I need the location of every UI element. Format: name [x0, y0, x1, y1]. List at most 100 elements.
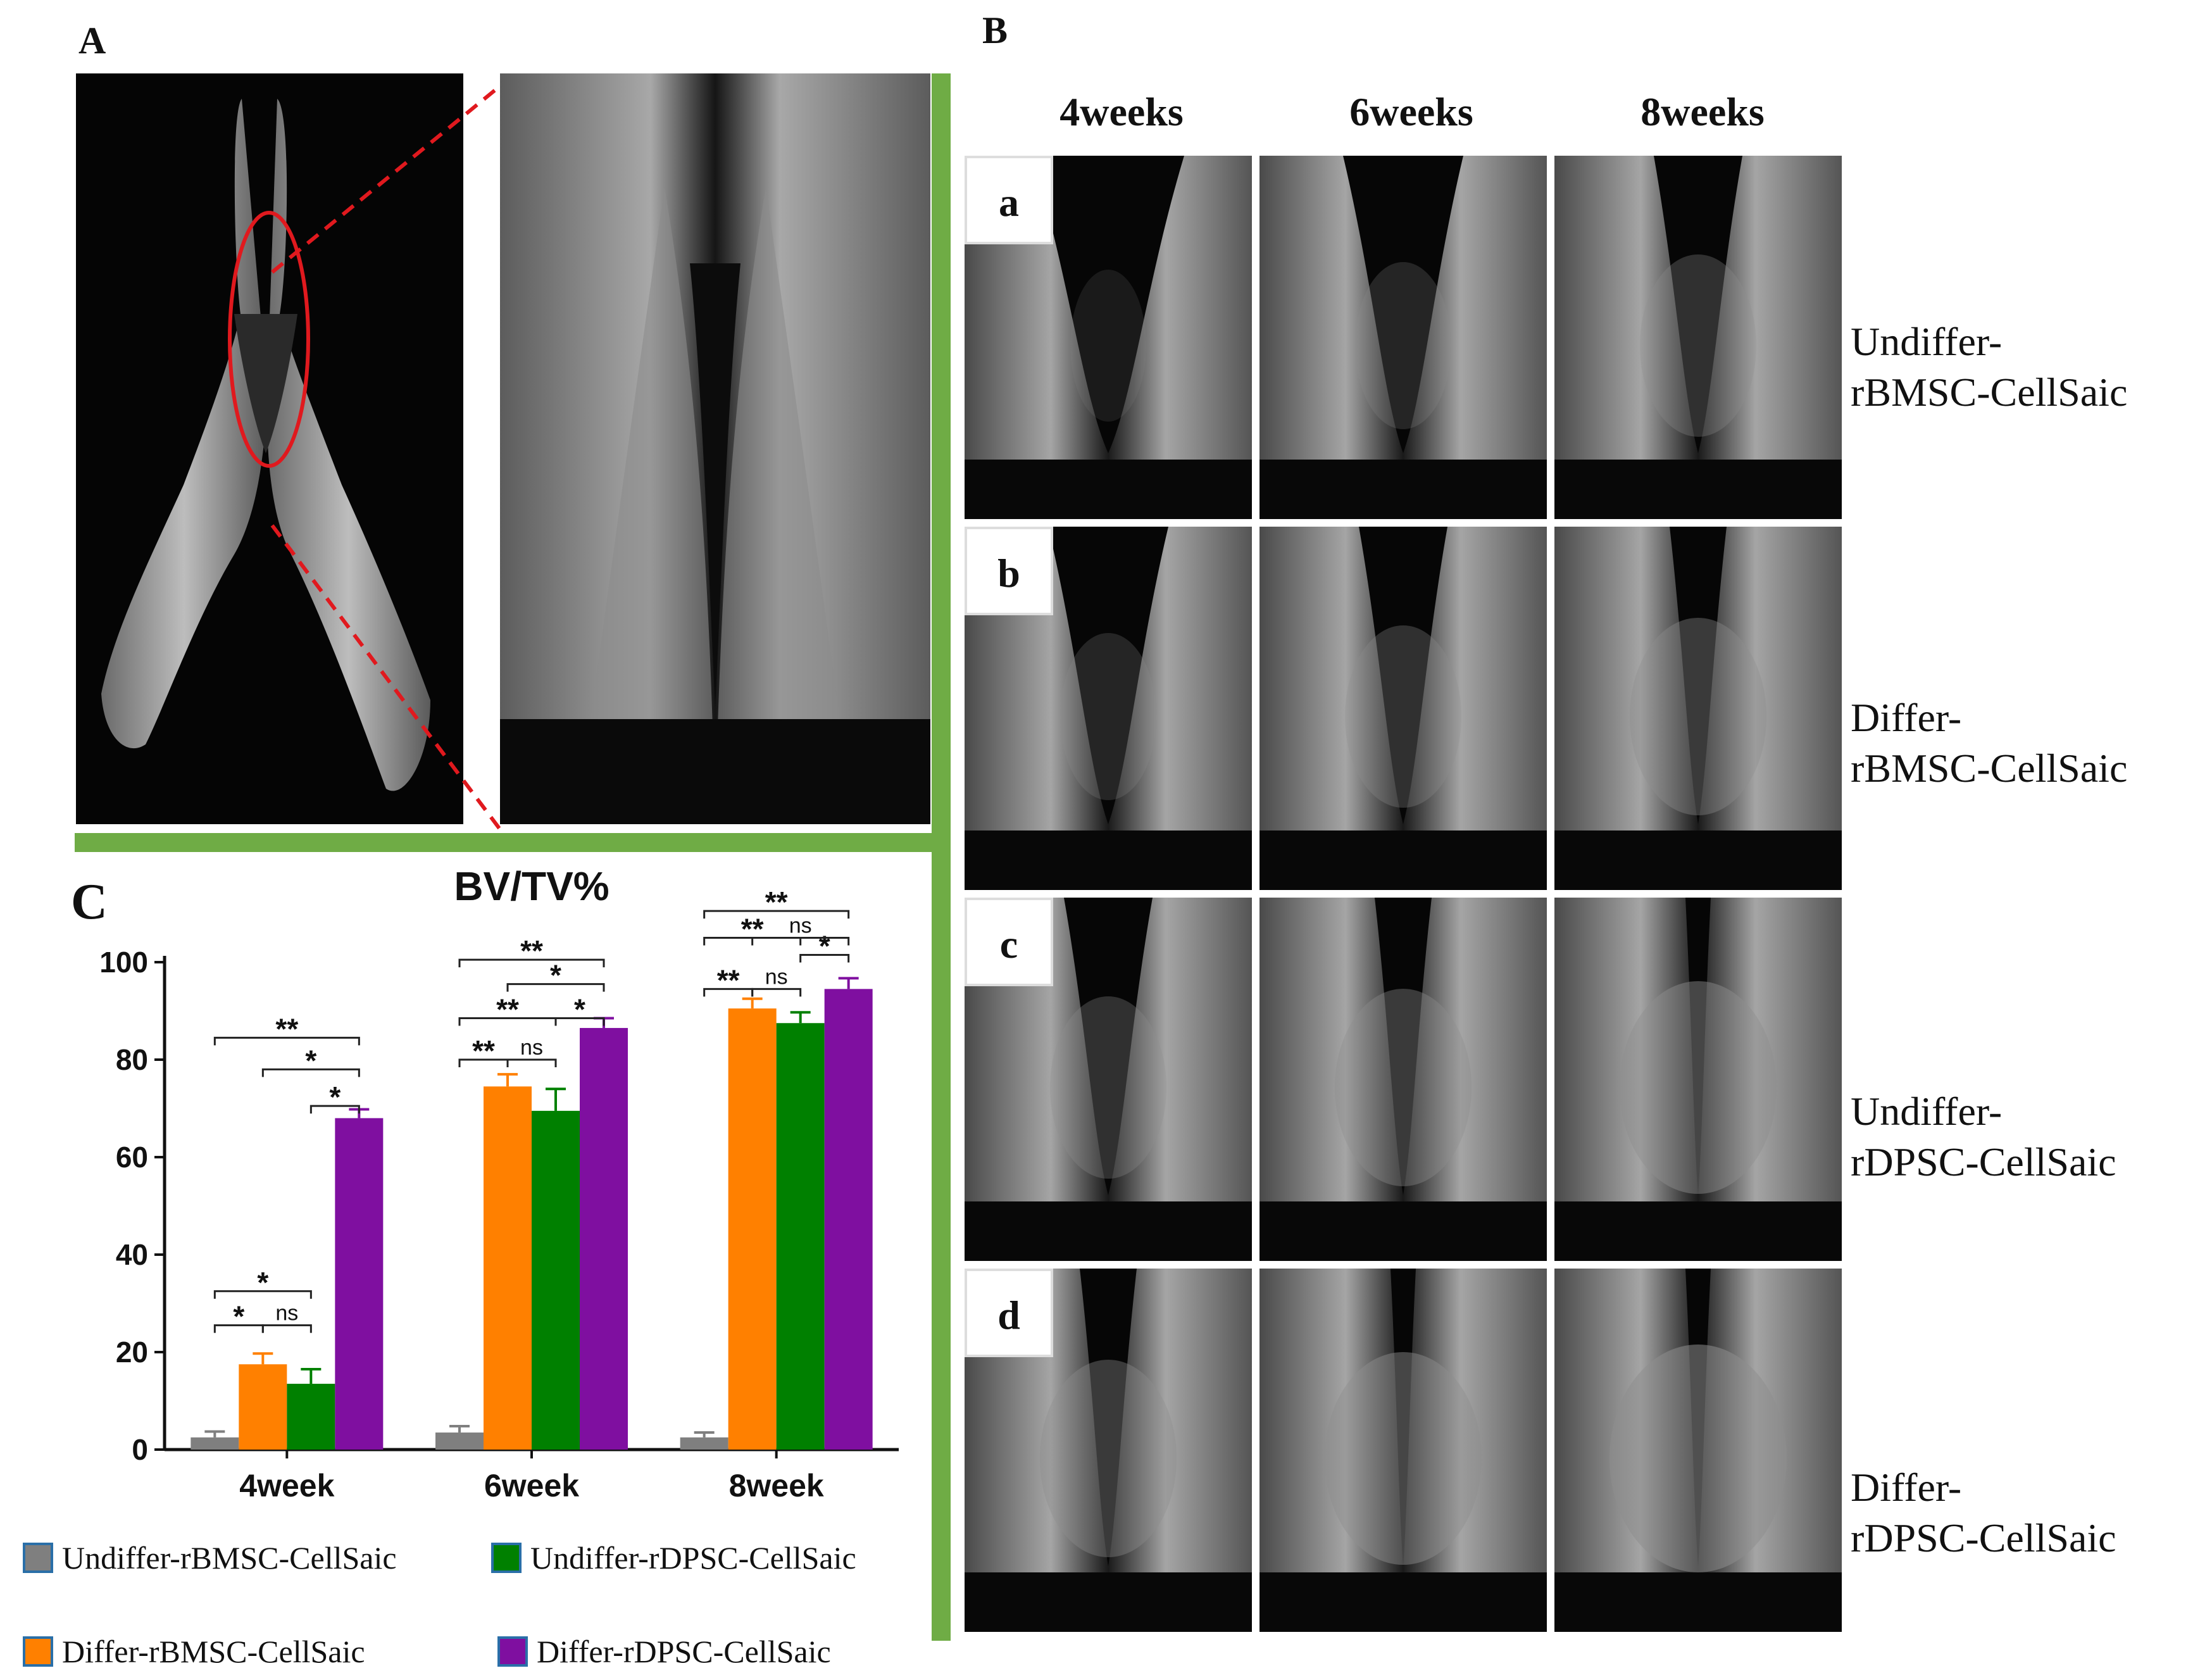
- mandible-overview-picture: [101, 99, 430, 791]
- row-letter-b: b: [965, 527, 1053, 615]
- significance-bracket: [261, 1068, 360, 1077]
- row-letter-a: a: [965, 156, 1053, 244]
- ct-image-row-d-col-1: d: [965, 1269, 1252, 1632]
- significance-label: ns: [765, 965, 788, 989]
- green-divider-horizontal: [75, 833, 951, 852]
- mandible-zoom-picture: [500, 73, 930, 824]
- chart-title: BV/TV%: [454, 863, 609, 909]
- week-header-4: 4weeks: [1059, 89, 1184, 134]
- y-tick-label: 80: [116, 1043, 148, 1076]
- y-tick-label: 60: [116, 1141, 148, 1174]
- row-label-a-line1: Undiffer-: [1851, 319, 2003, 364]
- ct-image-row-c-col-2: [1259, 898, 1547, 1261]
- row-label-c: Undiffer-rDPSC-CellSaic: [1851, 1086, 2116, 1188]
- ct-image-row-b-col-3: [1554, 527, 1842, 890]
- green-divider-vertical: [932, 73, 951, 1641]
- significance-bracket: [213, 1036, 360, 1046]
- significance-label: ns: [520, 1036, 543, 1060]
- legend-label: Undiffer-rBMSC-CellSaic: [62, 1540, 397, 1576]
- y-tick-label: 40: [116, 1238, 148, 1271]
- x-tick-label: 8week: [729, 1468, 824, 1503]
- significance-label: **: [496, 993, 519, 1026]
- significance-bracket: [703, 910, 850, 919]
- x-tick-label: 4week: [239, 1468, 334, 1503]
- legend-label: Undiffer-rDPSC-CellSaic: [530, 1540, 856, 1576]
- legend-label: Differ-rBMSC-CellSaic: [62, 1634, 365, 1669]
- row-label-b-line2: rBMSC-CellSaic: [1851, 746, 2128, 791]
- significance-label: *: [257, 1266, 268, 1299]
- significance-label: *: [233, 1300, 244, 1333]
- legend-swatch-icon: [497, 1636, 528, 1667]
- panel-letter-b: B: [982, 9, 1008, 51]
- ct-image-row-c-col-3: [1554, 898, 1842, 1261]
- legend-item-differ-rdpsc: Differ-rDPSC-CellSaic: [497, 1633, 831, 1670]
- ct-image-row-a-col-2: [1259, 156, 1547, 519]
- row-label-b: Differ-rBMSC-CellSaic: [1851, 693, 2127, 794]
- ct-zoom-image: [500, 73, 930, 824]
- ct-image-row-d-col-3: [1554, 1269, 1842, 1632]
- bar: [728, 1008, 777, 1450]
- significance-label: *: [574, 993, 585, 1026]
- row-label-b-line1: Differ-: [1851, 695, 1962, 740]
- week-header-6: 6weeks: [1349, 89, 1473, 134]
- bar: [680, 1437, 728, 1450]
- significance-label: ns: [789, 914, 812, 938]
- significance-label: *: [550, 959, 561, 992]
- y-tick-label: 20: [116, 1336, 148, 1369]
- significance-label: **: [717, 963, 740, 996]
- panel-letter-a: A: [78, 20, 106, 61]
- significance-bracket: [506, 1058, 557, 1067]
- zoom-connector-lines: [270, 84, 502, 831]
- significance-bracket: [751, 987, 802, 997]
- week-header-8: 8weeks: [1641, 89, 1765, 134]
- legend-item-differ-rbmsc: Differ-rBMSC-CellSaic: [23, 1633, 365, 1670]
- significance-label: **: [520, 934, 543, 967]
- legend-item-undiffer-rbmsc: Undiffer-rBMSC-CellSaic: [23, 1539, 397, 1576]
- bar: [335, 1118, 384, 1450]
- row-label-c-line1: Undiffer-: [1851, 1089, 2003, 1134]
- significance-bracket: [309, 1105, 360, 1114]
- bar: [532, 1110, 580, 1450]
- bar: [776, 1023, 825, 1450]
- bar: [580, 1027, 628, 1450]
- bar: [435, 1432, 484, 1450]
- significance-bracket: [799, 953, 850, 963]
- row-label-d-line2: rDPSC-CellSaic: [1851, 1515, 2116, 1560]
- row-label-a: Undiffer-rBMSC-CellSaic: [1851, 317, 2127, 418]
- significance-label: *: [329, 1081, 341, 1113]
- ct-image-row-a-col-1: a: [965, 156, 1252, 519]
- bar: [484, 1086, 532, 1450]
- panel-letter-c: C: [71, 874, 108, 930]
- ct-image-grid: a b c d: [965, 156, 1842, 1636]
- bar: [239, 1364, 287, 1450]
- ct-image-row-b-col-2: [1259, 527, 1547, 890]
- significance-bracket: [213, 1290, 312, 1299]
- significance-bracket: [458, 1017, 557, 1026]
- legend-swatch-icon: [491, 1543, 522, 1573]
- legend-swatch-icon: [23, 1636, 53, 1667]
- y-tick-label: 0: [132, 1433, 148, 1466]
- significance-label: ns: [275, 1301, 298, 1326]
- row-label-d: Differ-rDPSC-CellSaic: [1851, 1462, 2116, 1564]
- legend-label: Differ-rDPSC-CellSaic: [537, 1634, 831, 1669]
- significance-bracket: [261, 1324, 312, 1333]
- bar: [191, 1437, 239, 1450]
- x-tick-label: 6week: [484, 1468, 579, 1503]
- row-label-d-line1: Differ-: [1851, 1465, 1962, 1510]
- significance-bracket: [458, 958, 605, 968]
- ct-image-row-d-col-2: [1259, 1269, 1547, 1632]
- row-label-a-line2: rBMSC-CellSaic: [1851, 370, 2128, 415]
- bar: [287, 1384, 335, 1450]
- significance-bracket: [506, 983, 605, 992]
- legend-item-undiffer-rdpsc: Undiffer-rDPSC-CellSaic: [491, 1539, 856, 1576]
- ct-image-row-c-col-1: c: [965, 898, 1252, 1261]
- significance-label: *: [305, 1044, 316, 1077]
- legend-swatch-icon: [23, 1543, 53, 1573]
- y-tick-label: 100: [99, 946, 148, 979]
- significance-label: *: [819, 929, 830, 962]
- row-letter-c: c: [965, 898, 1053, 986]
- ct-image-row-b-col-1: b: [965, 527, 1252, 890]
- significance-label: **: [765, 886, 788, 918]
- row-label-c-line2: rDPSC-CellSaic: [1851, 1139, 2116, 1184]
